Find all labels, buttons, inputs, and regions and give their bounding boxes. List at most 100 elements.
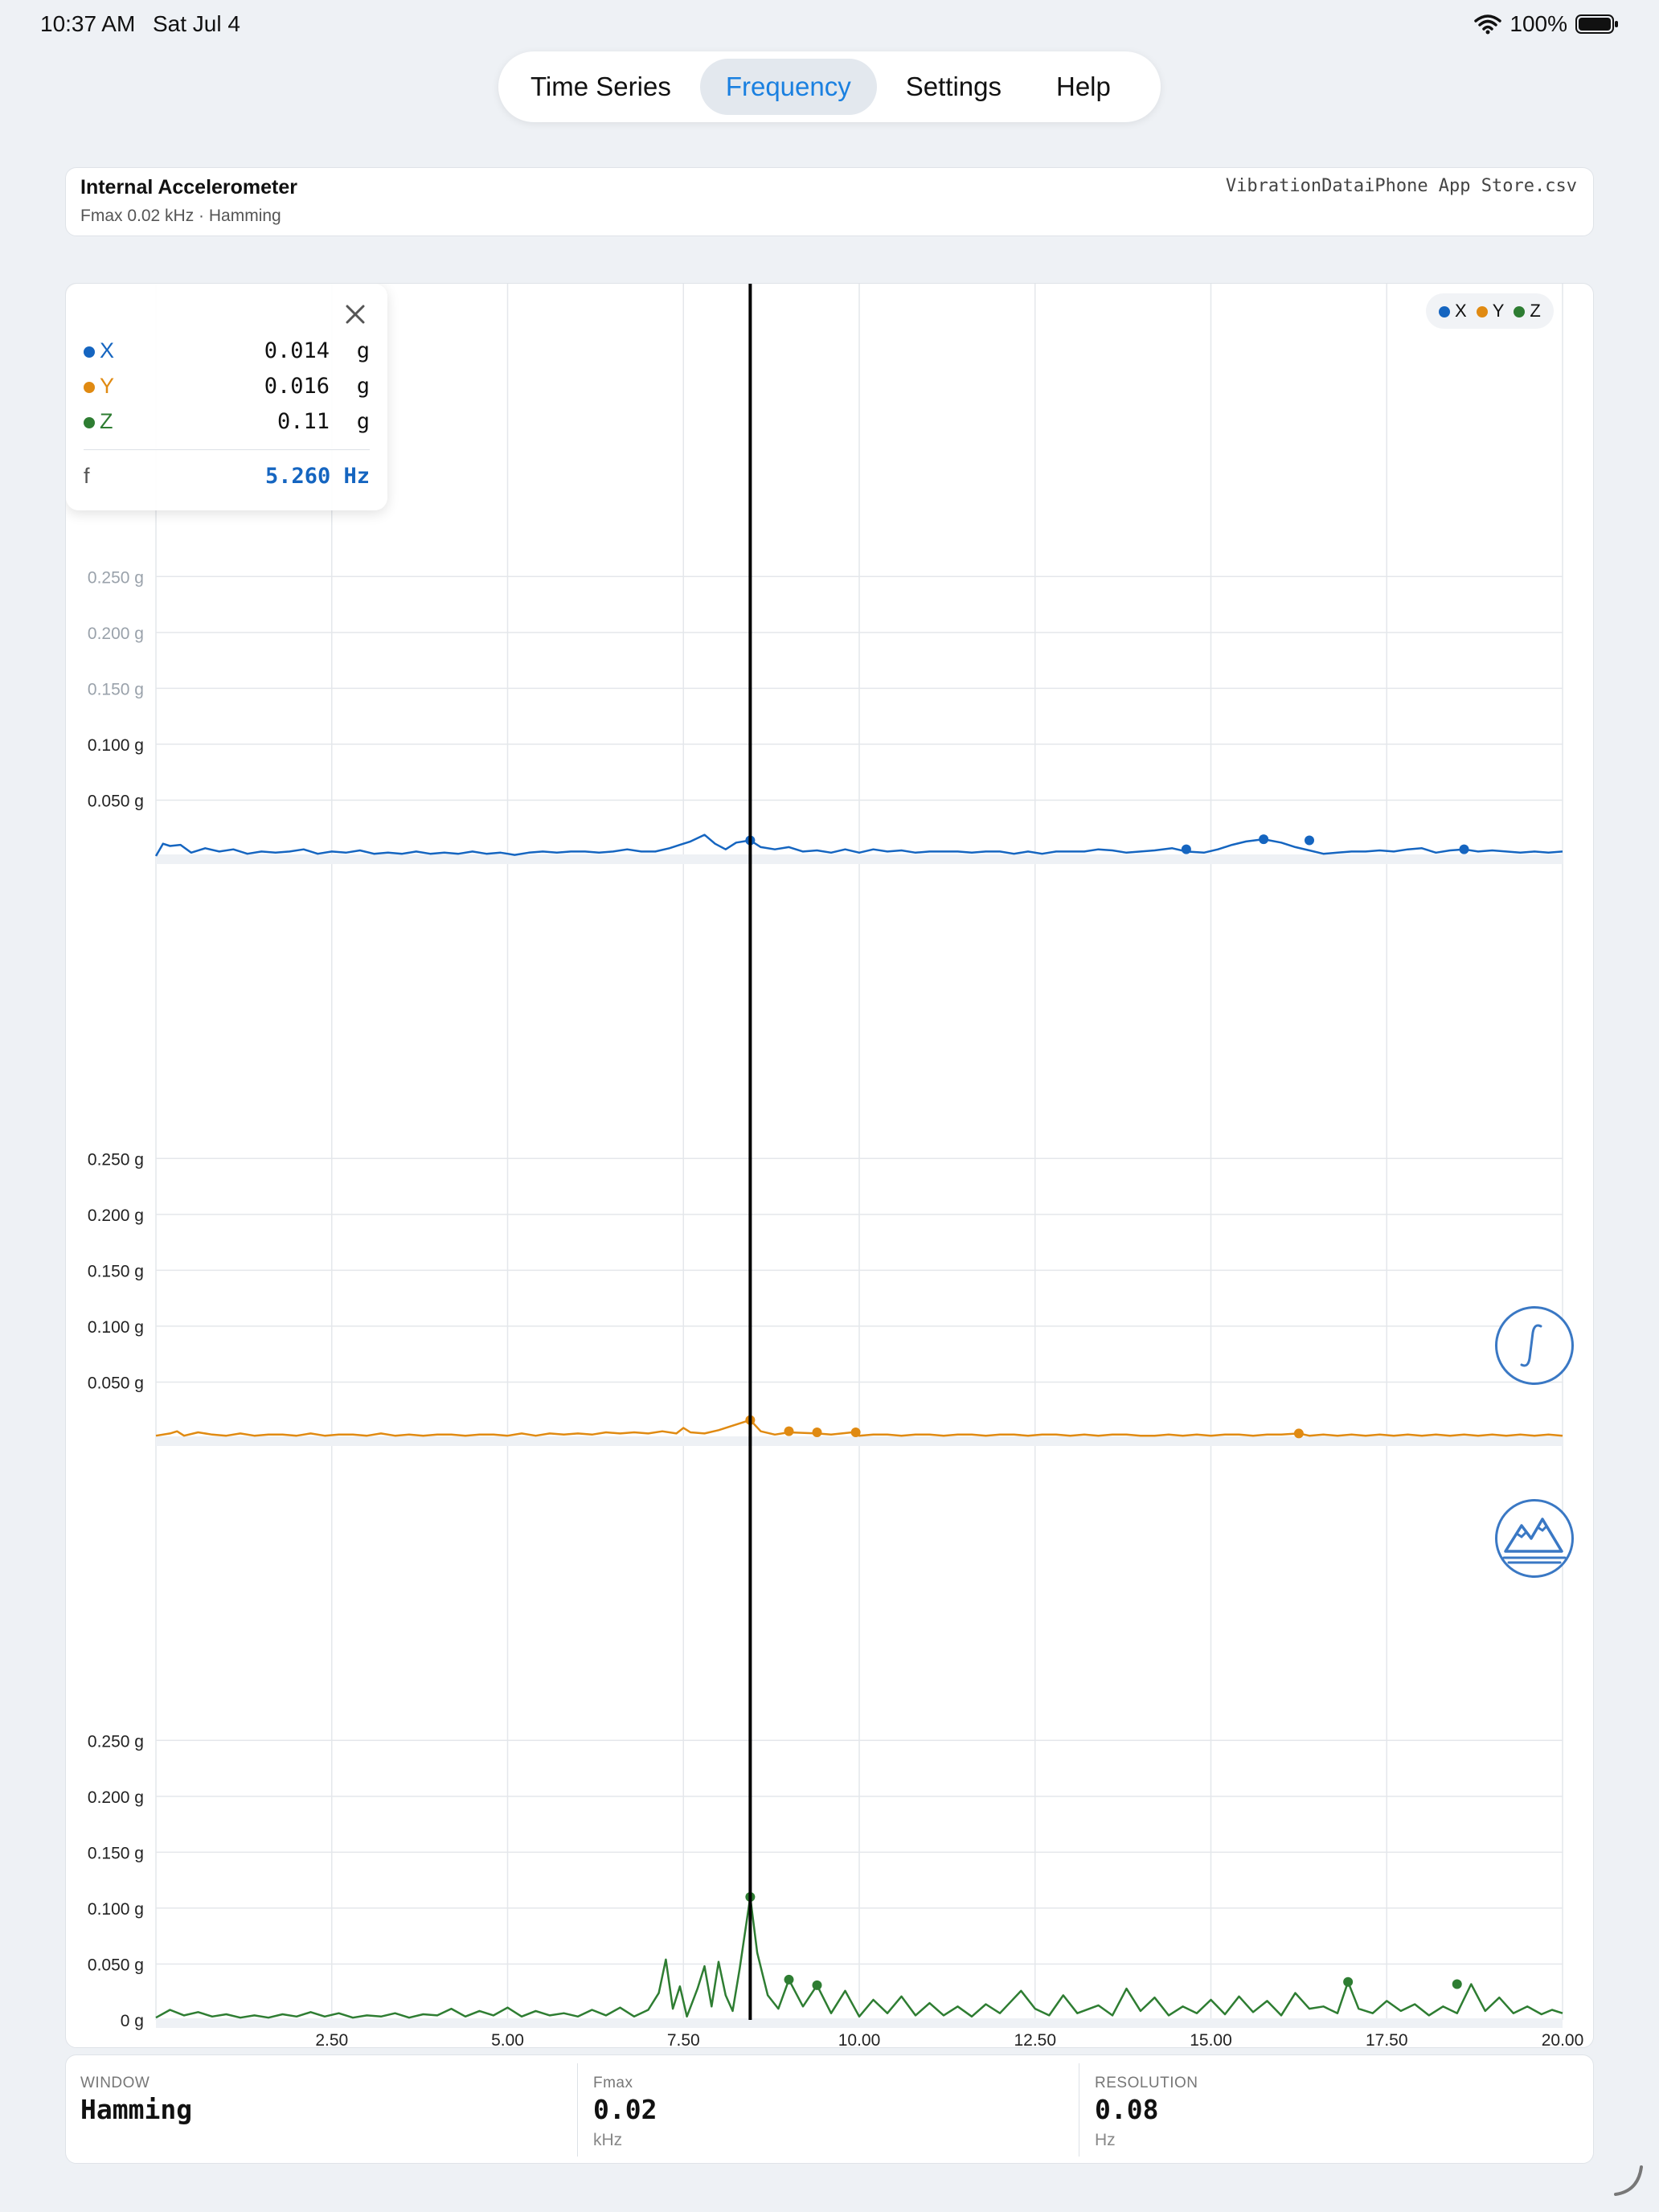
status-indicators: 100% xyxy=(1474,11,1619,37)
legend-item-z: Z xyxy=(1514,301,1541,322)
legend-item-x: X xyxy=(1439,301,1467,322)
peak-marker xyxy=(812,1980,822,1990)
peak-marker xyxy=(1343,1976,1354,1987)
tab-frequency[interactable]: Frequency xyxy=(699,59,877,115)
spectrum-chart[interactable]: 0.250 g 0.200 g 0.150 g 0.100 g 0.050 g 0.250… xyxy=(66,284,1594,2048)
x-tick-label: 10.00 xyxy=(838,2031,881,2048)
source-subtitle: Fmax 0.02 kHz · Hamming xyxy=(80,207,281,225)
metric-window-label: WINDOW xyxy=(80,2075,150,2091)
y-tick-label: 0.050 g xyxy=(88,792,144,810)
peak-marker xyxy=(1259,834,1269,845)
readout-label-z: Z xyxy=(100,409,113,433)
panel-baseline xyxy=(156,1436,1563,1446)
x-tick-label: 20.00 xyxy=(1542,2031,1584,2048)
metric-window-value: Hamming xyxy=(80,2094,193,2125)
x-tick-label: 5.00 xyxy=(491,2031,524,2048)
panel-baseline xyxy=(156,854,1563,864)
readout-unit-z: g xyxy=(356,409,370,434)
metric-fmax-label: Fmax xyxy=(593,2075,633,2091)
peak-marker xyxy=(784,1974,794,1985)
y-tick-label: 0.050 g xyxy=(88,1374,144,1392)
y-tick-label: 0.150 g xyxy=(88,680,144,698)
peaks-button[interactable] xyxy=(1495,1499,1574,1578)
series-line-x xyxy=(154,834,1563,857)
metric-fmax-unit: kHz xyxy=(593,2131,623,2149)
metric-divider xyxy=(577,2063,578,2157)
readout-dot-y xyxy=(84,381,95,393)
chart-legend: X Y Z xyxy=(1426,293,1554,329)
integral-icon xyxy=(1520,1324,1542,1367)
readout-dot-z xyxy=(84,416,95,428)
peak-marker xyxy=(850,1428,861,1438)
y-tick-label: 0.250 g xyxy=(88,1150,144,1169)
metric-fmax-value: 0.02 xyxy=(593,2094,657,2125)
peak-marker xyxy=(812,1428,822,1438)
y-tick-label: 0.250 g xyxy=(88,568,144,587)
readout-label-x: X xyxy=(100,338,115,363)
status-bar: 10:37 AM Sat Jul 4 100% xyxy=(0,0,1659,51)
readout-divider xyxy=(84,449,370,450)
readout-row-z: Z 0.11 g xyxy=(84,409,370,436)
y-tick-label: 0.100 g xyxy=(88,1900,144,1919)
readout-frequency: f 5.260 Hz xyxy=(84,464,370,489)
source-title: Internal Accelerometer xyxy=(80,176,298,199)
metric-window: WINDOW Hamming xyxy=(66,2055,564,2165)
y-tick-label: 0.250 g xyxy=(88,1732,144,1751)
x-tick-label: 2.50 xyxy=(315,2031,348,2048)
peak-marker xyxy=(1452,1979,1462,1989)
readout-row-x: X 0.014 g xyxy=(84,338,370,366)
readout-row-y: Y 0.016 g xyxy=(84,374,370,401)
legend-item-y: Y xyxy=(1476,301,1504,322)
metric-resolution-unit: Hz xyxy=(1095,2131,1116,2149)
peak-marker xyxy=(1459,844,1469,854)
metric-resolution: RESOLUTION 0.08 Hz xyxy=(1080,2055,1579,2165)
tab-help[interactable]: Help xyxy=(1056,72,1111,101)
readout-f-label: f xyxy=(84,464,90,488)
readout-f-value: 5.260 Hz xyxy=(264,464,370,489)
x-tick-label: 17.50 xyxy=(1366,2031,1408,2048)
tab-settings[interactable]: Settings xyxy=(905,72,1002,101)
integrate-button[interactable] xyxy=(1495,1306,1574,1385)
panel-baseline xyxy=(156,2018,1563,2028)
x-tick-label: 15.00 xyxy=(1190,2031,1232,2048)
y-tick-label: 0.200 g xyxy=(88,1206,144,1225)
y-tick-label: 0.200 g xyxy=(88,1788,144,1807)
status-time: 10:37 AM xyxy=(40,11,136,36)
x-tick-label: 12.50 xyxy=(1014,2031,1056,2048)
status-date: Sat Jul 4 xyxy=(153,11,240,36)
battery-percent: 100% xyxy=(1509,11,1567,36)
y-tick-label: 0.150 g xyxy=(88,1844,144,1862)
legend-dot-x xyxy=(1439,306,1450,318)
peak-marker xyxy=(1305,835,1314,846)
battery-icon xyxy=(1575,14,1618,34)
y-tick-label: 0.100 g xyxy=(88,1318,144,1337)
metric-resolution-value: 0.08 xyxy=(1095,2094,1159,2125)
readout-value-z: 0.11 xyxy=(276,409,330,434)
tab-time-series[interactable]: Time Series xyxy=(530,72,671,101)
peaks-icon xyxy=(1502,1518,1567,1564)
readout-dot-x xyxy=(84,346,95,358)
peak-marker xyxy=(1293,1428,1304,1439)
y-tick-label: 0.100 g xyxy=(88,736,144,755)
wifi-icon xyxy=(1474,14,1502,35)
resize-handle-icon[interactable] xyxy=(1611,2162,1646,2198)
peak-marker xyxy=(784,1426,794,1436)
metric-fmax: Fmax 0.02 kHz xyxy=(579,2055,1077,2165)
readout-value-y: 0.016 xyxy=(264,374,330,399)
peak-marker xyxy=(1181,844,1191,854)
source-filename: VibrationDataiPhone App Store.csv xyxy=(1225,176,1577,196)
readout-unit-y: g xyxy=(356,374,370,399)
spectrum-chart-card: 0.250 g 0.200 g 0.150 g 0.100 g 0.050 g 0.250… xyxy=(65,283,1594,2048)
series-line-z xyxy=(155,1895,1563,2019)
y-tick-label: 0.050 g xyxy=(88,1956,144,1974)
analysis-metrics: WINDOW Hamming Fmax 0.02 kHz RESOLUTION … xyxy=(65,2054,1594,2164)
legend-dot-y xyxy=(1476,306,1488,318)
y-tick-label: 0 g xyxy=(121,2012,144,2030)
y-tick-label: 0.150 g xyxy=(88,1262,144,1280)
y-tick-label: 0.200 g xyxy=(88,625,144,643)
metric-resolution-label: RESOLUTION xyxy=(1095,2075,1198,2091)
readout-value-x: 0.014 xyxy=(264,338,330,363)
x-tick-label: 7.50 xyxy=(667,2031,700,2048)
readout-label-y: Y xyxy=(100,374,115,398)
close-icon[interactable] xyxy=(342,301,368,327)
